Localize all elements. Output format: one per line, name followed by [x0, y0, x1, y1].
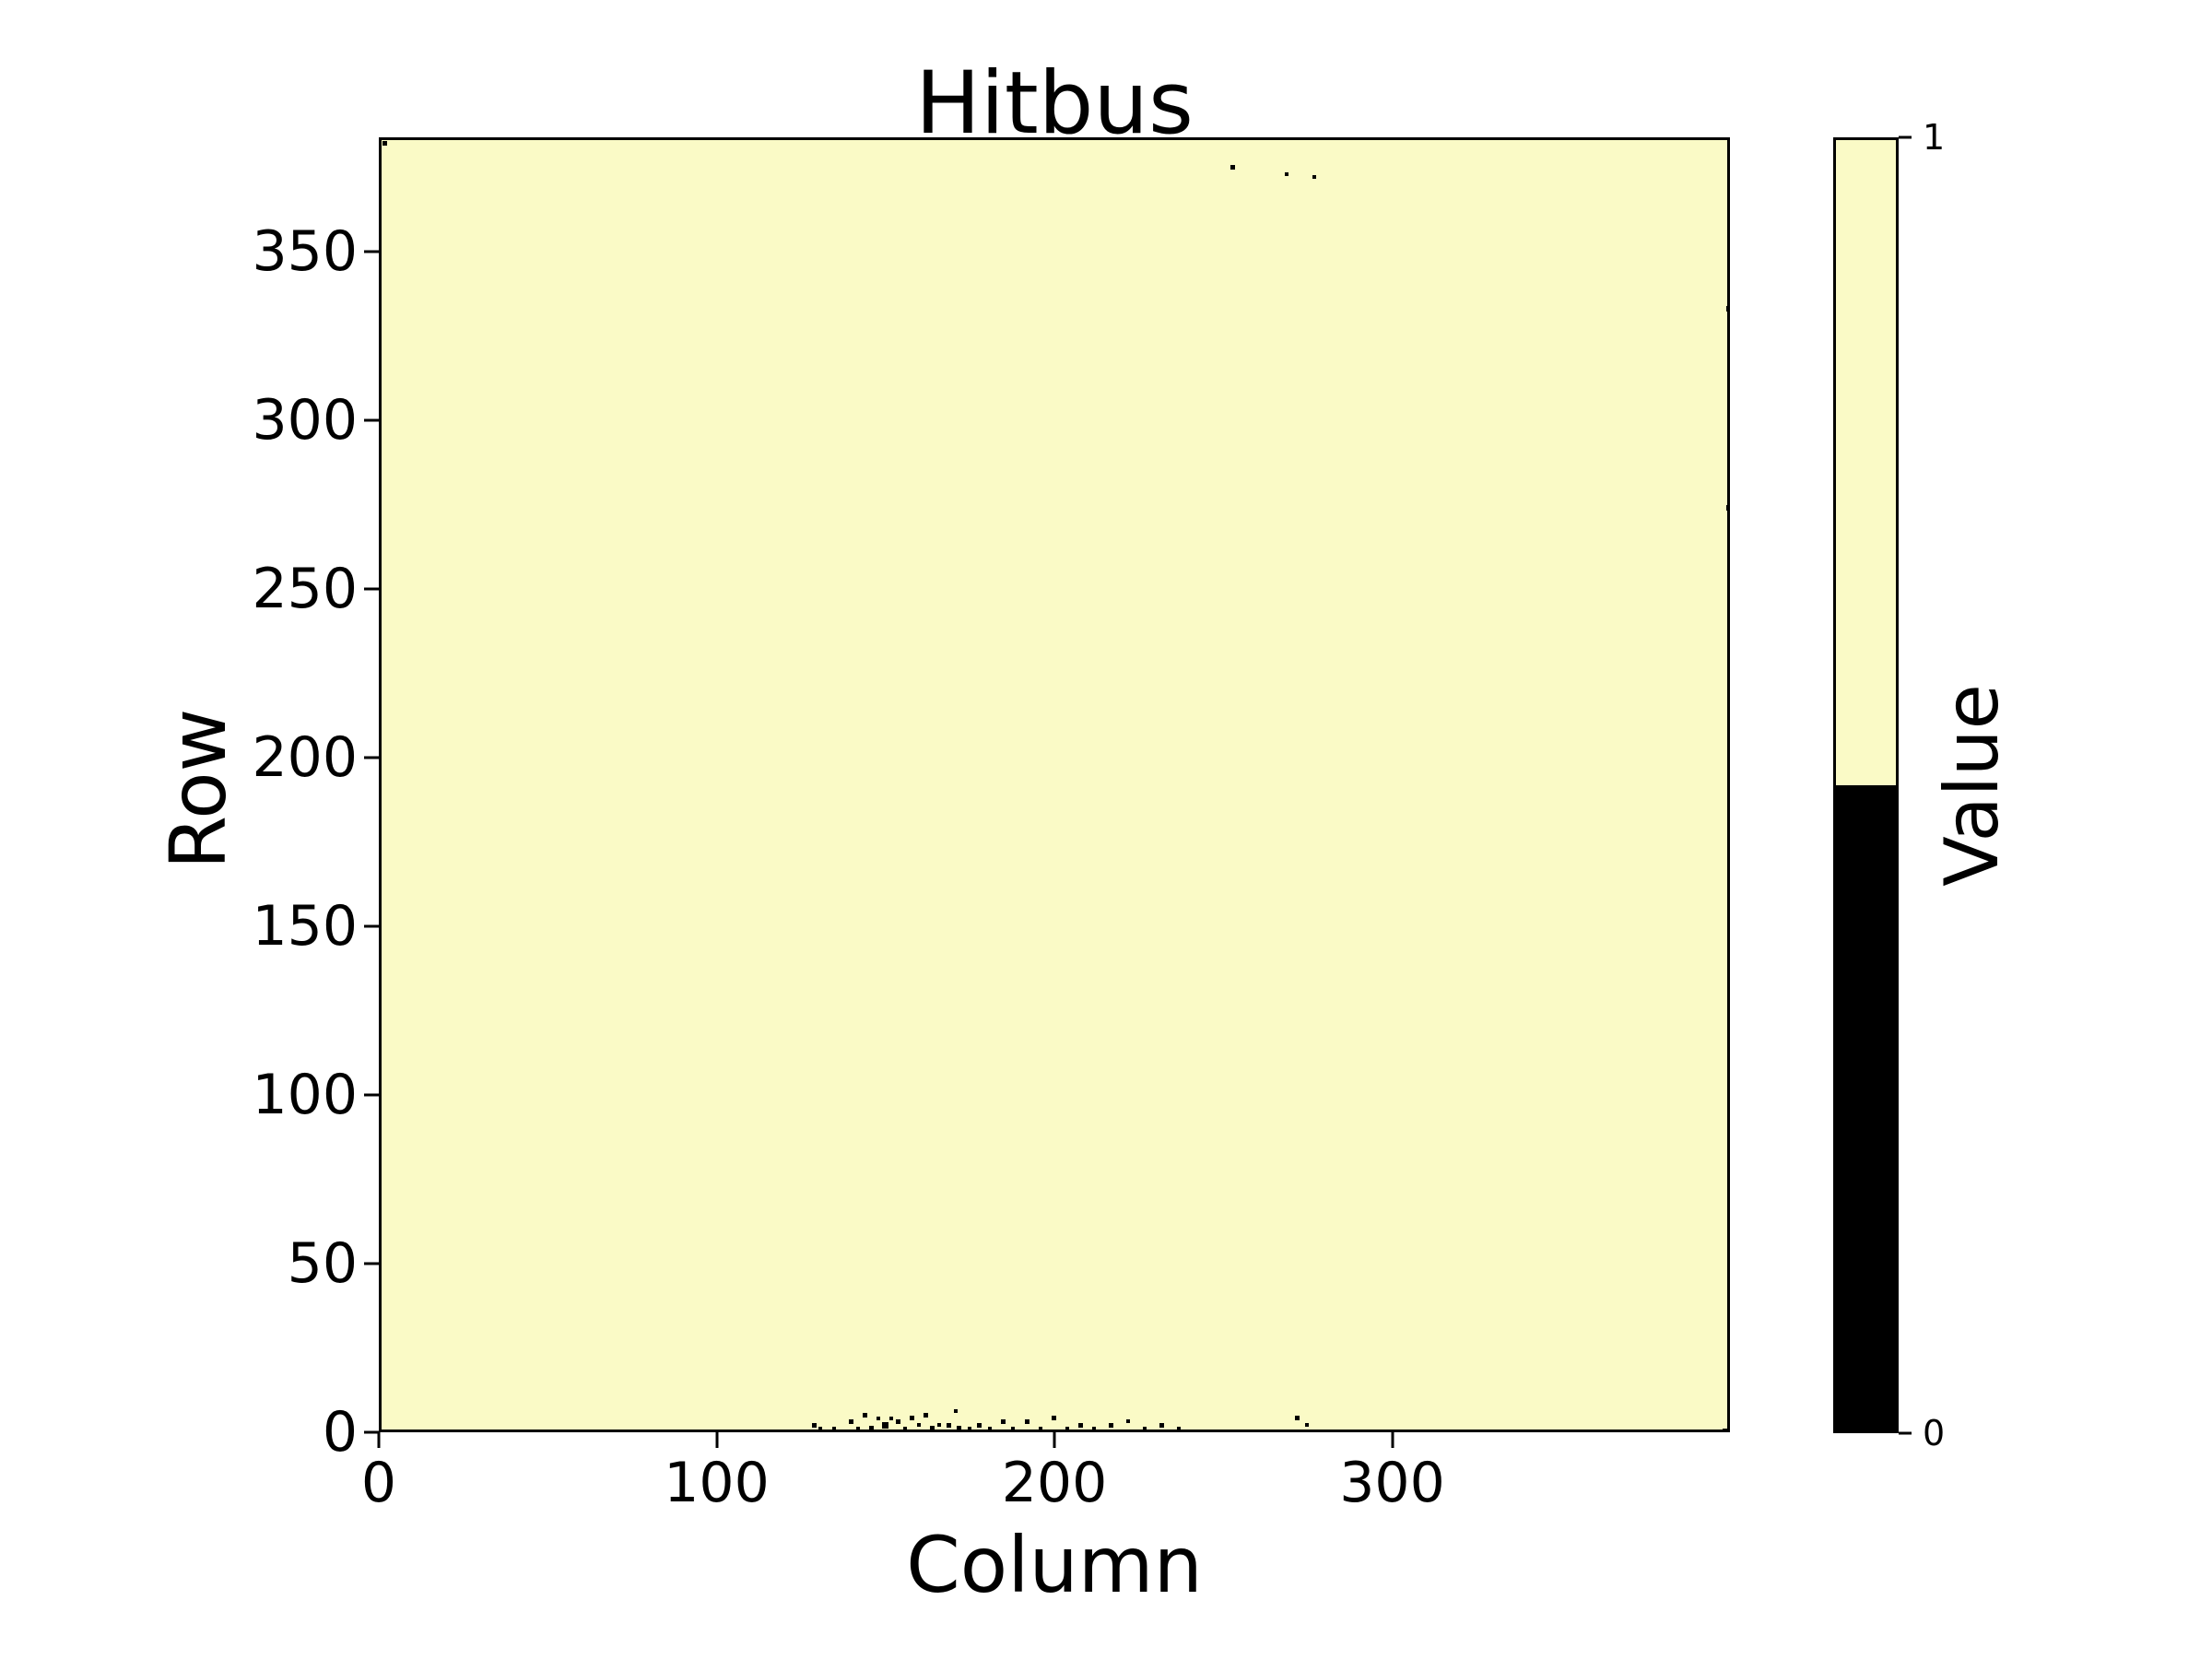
heatmap-zero-pixel	[1726, 305, 1727, 312]
colorbar-segment-high	[1836, 140, 1896, 785]
x-tick-label: 0	[360, 1451, 397, 1515]
x-tick-mark	[1053, 1432, 1056, 1448]
y-tick-mark	[364, 1262, 379, 1265]
heatmap-zero-pixel	[1143, 1426, 1147, 1430]
heatmap-zero-pixel	[811, 1422, 817, 1428]
y-tick-label: 50	[287, 1231, 358, 1297]
y-tick-mark	[364, 587, 379, 591]
heatmap-plot-area	[379, 137, 1730, 1432]
heatmap-zero-pixel	[1000, 1418, 1006, 1424]
x-tick-mark	[377, 1432, 381, 1448]
y-tick-mark	[364, 250, 379, 253]
heatmap-zero-pixel	[855, 1426, 860, 1430]
colorbar-tick-mark-low	[1899, 1431, 1912, 1435]
chart-title: Hitbus	[915, 53, 1194, 154]
colorbar-tick-label-low: 0	[1923, 1413, 1946, 1453]
heatmap-zero-pixel	[1230, 164, 1236, 170]
y-tick-label: 250	[252, 557, 358, 622]
heatmap-zero-pixel	[1011, 1426, 1016, 1430]
heatmap-zero-pixel	[947, 1422, 952, 1428]
heatmap-zero-pixel	[382, 141, 388, 147]
heatmap-zero-pixel	[1314, 1429, 1320, 1430]
heatmap-zero-pixel	[1024, 1418, 1030, 1424]
heatmap-zero-pixel	[923, 1412, 928, 1418]
heatmap-zero-pixel	[1312, 175, 1316, 180]
heatmap-zero-pixel	[987, 1426, 992, 1430]
heatmap-zero-pixel	[977, 1422, 982, 1428]
heatmap-zero-pixel	[876, 1416, 880, 1420]
heatmap-zero-pixel	[929, 1426, 935, 1430]
heatmap-zero-pixel	[957, 1426, 962, 1430]
colorbar	[1833, 137, 1899, 1433]
y-tick-label: 0	[322, 1400, 358, 1465]
heatmap-zero-pixel	[1726, 504, 1727, 511]
heatmap-zero-pixel	[832, 1426, 837, 1430]
x-tick-label: 300	[1339, 1451, 1445, 1515]
x-tick-mark	[1391, 1432, 1394, 1448]
y-tick-label: 350	[252, 219, 358, 285]
heatmap-zero-pixel	[1159, 1422, 1165, 1428]
heatmap-zero-pixel	[1038, 1426, 1042, 1430]
y-tick-label: 300	[252, 388, 358, 453]
colorbar-axis-label: Value	[1929, 684, 2015, 887]
heatmap-zero-pixel	[1285, 171, 1289, 176]
heatmap-zero-pixel	[896, 1418, 901, 1424]
heatmap-zero-pixel	[1092, 1426, 1097, 1430]
heatmap-zero-pixel	[1051, 1416, 1056, 1421]
y-tick-label: 100	[252, 1063, 358, 1128]
heatmap-zero-pixel	[862, 1412, 867, 1418]
heatmap-zero-pixel	[1125, 1419, 1130, 1424]
x-tick-label: 100	[664, 1451, 770, 1515]
y-tick-mark	[364, 1093, 379, 1097]
heatmap-zero-pixel	[1305, 1423, 1310, 1428]
y-tick-mark	[364, 418, 379, 422]
heatmap-zero-pixel	[909, 1416, 914, 1421]
colorbar-tick-label-high: 1	[1923, 117, 1946, 158]
heatmap-zero-pixel	[967, 1426, 971, 1430]
y-tick-mark	[364, 1430, 379, 1434]
heatmap-zero-pixel	[848, 1418, 853, 1424]
heatmap-zero-pixel	[818, 1426, 823, 1430]
heatmap-zero-pixel	[1065, 1426, 1069, 1430]
x-tick-label: 200	[1001, 1451, 1108, 1515]
heatmap-zero-pixel	[936, 1423, 941, 1428]
y-tick-mark	[364, 756, 379, 759]
heatmap-zero-pixel	[916, 1423, 921, 1428]
heatmap-zero-pixel	[1723, 1428, 1727, 1430]
y-tick-label: 200	[252, 725, 358, 791]
y-axis-label: Row	[153, 708, 243, 870]
y-tick-label: 150	[252, 894, 358, 959]
heatmap-zero-pixel	[881, 1421, 888, 1429]
colorbar-segment-low	[1836, 785, 1896, 1430]
x-axis-label: Column	[906, 1520, 1203, 1610]
heatmap-zero-pixel	[868, 1426, 874, 1430]
y-tick-mark	[364, 924, 379, 928]
heatmap-zero-pixel	[1078, 1422, 1084, 1428]
heatmap-zero-pixel	[1726, 664, 1727, 669]
heatmap-zero-pixel	[1294, 1416, 1300, 1421]
heatmap-zero-pixel	[1109, 1422, 1114, 1428]
heatmap-zero-pixel	[903, 1426, 908, 1430]
x-tick-mark	[715, 1432, 718, 1448]
colorbar-tick-mark-high	[1899, 135, 1912, 139]
heatmap-zero-pixel	[954, 1409, 959, 1414]
heatmap-zero-pixel	[889, 1416, 894, 1420]
heatmap-zero-pixel	[1176, 1426, 1181, 1430]
